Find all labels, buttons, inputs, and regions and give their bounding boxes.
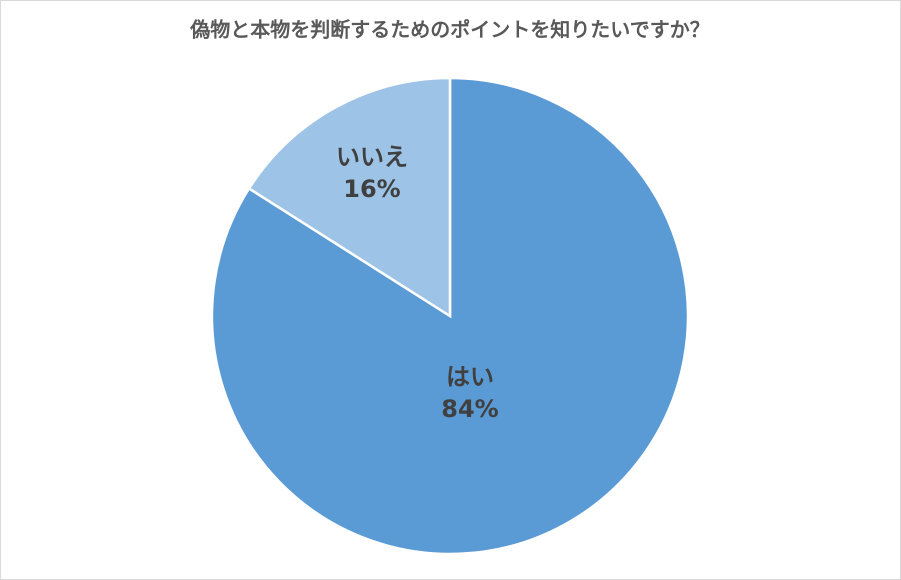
slice-category-label: はい	[446, 363, 494, 391]
slice-category-label: いいえ	[336, 143, 408, 171]
slice-value-label: 84%	[441, 395, 498, 423]
pie-slice	[247, 76, 452, 319]
slice-value-label: 16%	[343, 175, 400, 203]
chart-title: 偽物と本物を判断するためのポイントを知りたいですか？	[189, 18, 709, 42]
